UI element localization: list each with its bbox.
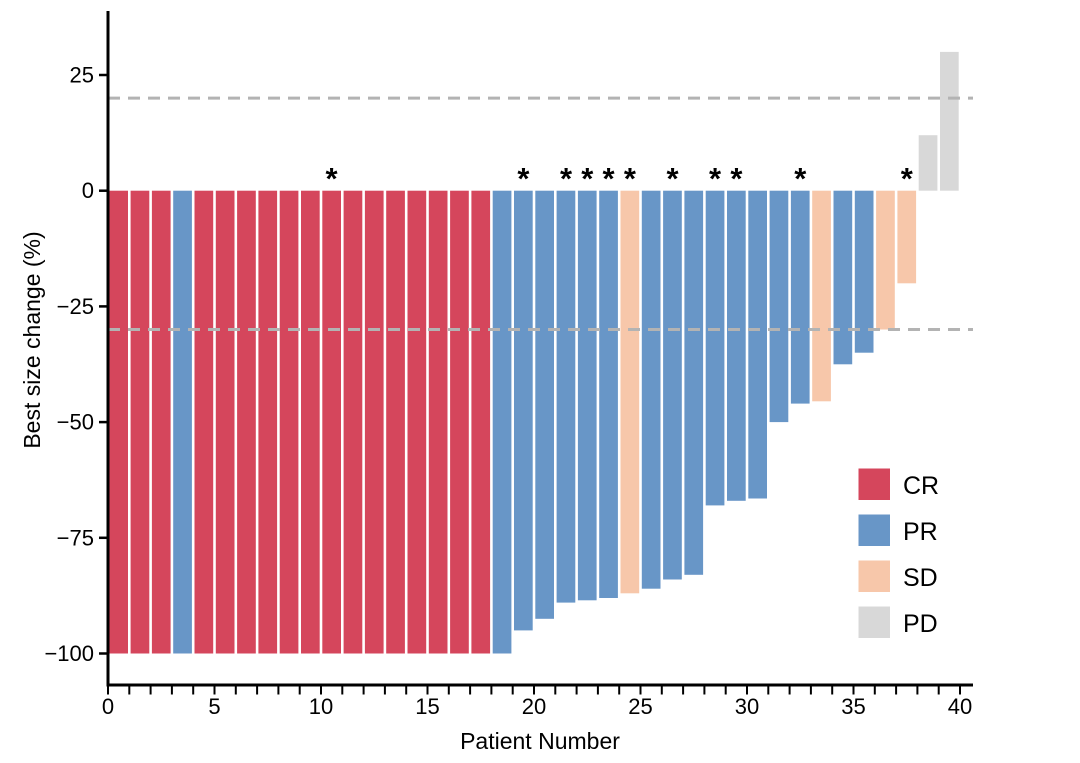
bar-patient-23	[577, 190, 597, 601]
bar-patient-1	[109, 190, 128, 654]
x-tick-label: 30	[735, 694, 759, 719]
star-patient-25: *	[624, 161, 637, 196]
bar-patient-32	[769, 190, 789, 423]
bar-patient-25	[620, 190, 640, 594]
star-patient-38: *	[901, 161, 914, 196]
bar-patient-39	[918, 135, 938, 191]
legend-swatch-SD	[858, 560, 890, 592]
x-tick-label: 15	[415, 694, 439, 719]
bar-patient-19	[492, 190, 512, 654]
legend-label-PR: PR	[903, 518, 938, 546]
bar-patient-5	[194, 190, 214, 654]
bar-patient-14	[386, 190, 405, 654]
bar-patient-20	[514, 190, 533, 631]
bar-patient-9	[279, 190, 299, 654]
bar-patient-34	[812, 190, 831, 402]
legend: CR PR SD PD	[858, 468, 939, 638]
bar-patient-13	[364, 190, 384, 654]
x-tick-label: 5	[208, 694, 220, 719]
bar-patient-30	[727, 190, 746, 501]
y-tick-label: −50	[57, 410, 94, 435]
legend-swatch-PR	[858, 514, 890, 546]
star-patient-29: *	[709, 161, 722, 196]
legend-label-CR: CR	[903, 472, 939, 500]
star-patient-23: *	[581, 161, 594, 196]
bar-patient-3	[151, 190, 171, 654]
x-tick-label: 25	[628, 694, 652, 719]
x-tick-label: 20	[522, 694, 546, 719]
legend-label-PD: PD	[903, 610, 938, 638]
axes-layer: 25 0 −25 −50 −75 −100 0 5 10 15 20 25 30 35 40	[44, 11, 973, 719]
bar-patient-37	[876, 190, 895, 330]
legend-swatch-PD	[858, 606, 890, 638]
bar-patient-12	[343, 190, 363, 654]
bar-patient-4	[173, 190, 192, 654]
bar-patient-29	[705, 190, 725, 506]
x-tick-label: 0	[102, 694, 114, 719]
y-tick-label: −100	[44, 641, 94, 666]
bar-patient-21	[535, 190, 554, 619]
bar-patient-27	[663, 190, 682, 580]
bar-patient-38	[897, 190, 917, 284]
bar-patient-24	[599, 190, 618, 598]
bar-patient-31	[748, 190, 767, 499]
x-axis-title: Patient Number	[460, 728, 620, 754]
y-tick-label: 25	[70, 63, 94, 88]
star-patient-20: *	[517, 161, 530, 196]
star-patient-33: *	[794, 161, 807, 196]
y-tick-label: −25	[57, 294, 94, 319]
bar-patient-6	[215, 190, 235, 654]
bar-patient-35	[833, 190, 853, 365]
bars-layer	[109, 51, 959, 654]
y-axis-title: Best size change (%)	[19, 231, 45, 448]
bar-patient-16	[428, 190, 448, 654]
bar-patient-40	[940, 51, 959, 191]
bar-patient-28	[684, 190, 704, 575]
bar-patient-2	[130, 190, 150, 654]
y-tick-label: −75	[57, 525, 94, 550]
bar-patient-10	[301, 190, 320, 654]
bar-patient-36	[854, 190, 874, 353]
star-patient-24: *	[602, 161, 615, 196]
star-patient-11: *	[326, 161, 339, 196]
legend-swatch-CR	[858, 468, 890, 500]
reference-lines-layer	[108, 96, 973, 331]
y-tick-label: 0	[82, 178, 94, 203]
x-tick-label: 40	[948, 694, 972, 719]
x-tick-label: 10	[309, 694, 333, 719]
significance-stars-layer: * * * * * * * * * * *	[326, 161, 914, 196]
star-patient-27: *	[666, 161, 679, 196]
x-tick-label: 35	[841, 694, 865, 719]
bar-patient-18	[471, 190, 491, 654]
bar-patient-17	[450, 190, 469, 654]
bar-patient-11	[322, 190, 341, 654]
legend-label-SD: SD	[903, 564, 938, 592]
bar-patient-22	[556, 190, 576, 603]
star-patient-30: *	[730, 161, 743, 196]
bar-patient-8	[258, 190, 278, 654]
bar-patient-33	[790, 190, 810, 404]
star-patient-22: *	[560, 161, 573, 196]
bar-patient-26	[641, 190, 661, 589]
bar-patient-15	[407, 190, 427, 654]
bar-patient-7	[237, 190, 256, 654]
